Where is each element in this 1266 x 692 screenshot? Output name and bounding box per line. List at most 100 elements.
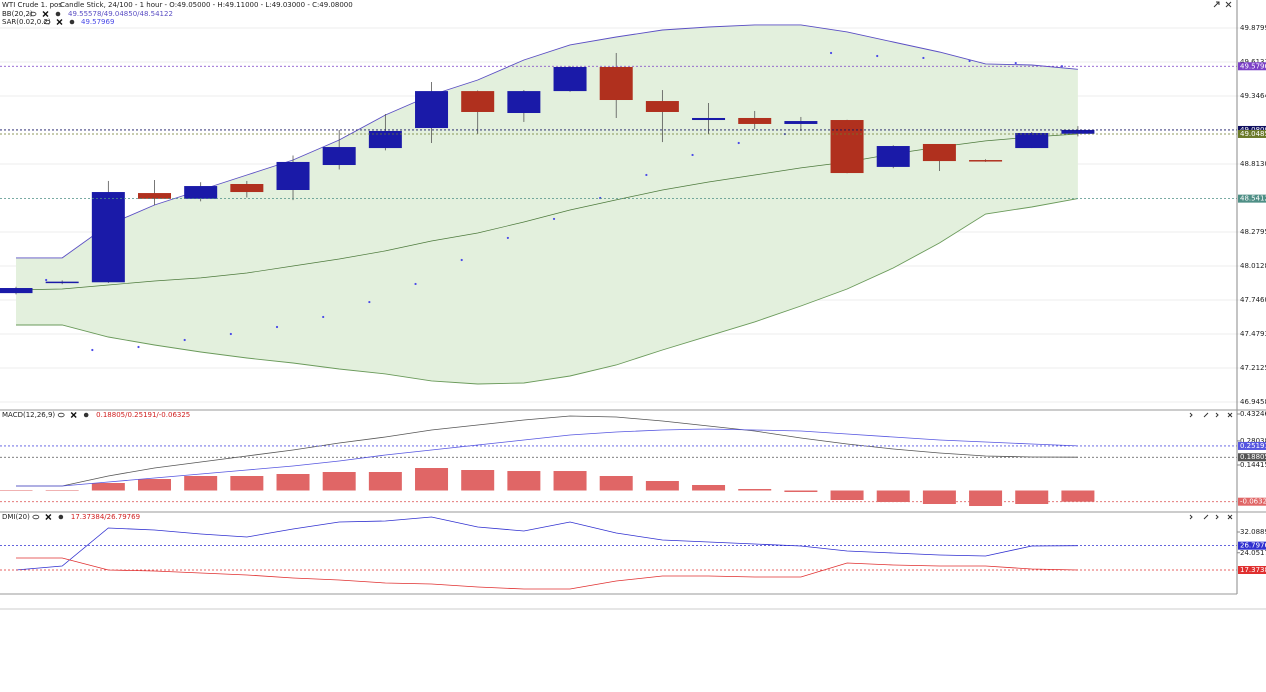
histogram-bar bbox=[553, 471, 587, 491]
plot-layer bbox=[0, 24, 1240, 590]
y-tick-label: 0.28038 bbox=[1240, 437, 1266, 445]
candle-body bbox=[599, 66, 633, 101]
visibility-icon[interactable] bbox=[43, 19, 51, 25]
sar-dot bbox=[691, 153, 694, 157]
settings-icon[interactable] bbox=[55, 11, 61, 17]
settings-icon[interactable] bbox=[83, 412, 89, 418]
candle-body bbox=[138, 193, 172, 199]
panel-buttons[interactable] bbox=[1189, 412, 1233, 418]
candle-body bbox=[507, 91, 541, 114]
candle-body bbox=[969, 160, 1003, 162]
sar-dot bbox=[737, 141, 740, 145]
candle-body bbox=[645, 101, 679, 112]
sar-dot bbox=[229, 332, 232, 336]
histogram-bar bbox=[784, 490, 818, 493]
last-value-badge bbox=[1238, 565, 1266, 574]
instrument-title: WTI Crude 1. pos bbox=[2, 1, 62, 9]
sar-dot bbox=[275, 325, 279, 329]
last-value-label: 49.04850 bbox=[1240, 130, 1266, 138]
indicator-line bbox=[16, 428, 1078, 487]
sar-dot bbox=[552, 217, 556, 221]
indicator-line bbox=[16, 557, 1078, 590]
last-value-label: 0.25191 bbox=[1240, 442, 1266, 450]
histogram-bar bbox=[45, 490, 79, 491]
visibility-icon[interactable] bbox=[57, 412, 65, 418]
sar-dot bbox=[968, 59, 971, 63]
histogram-bar bbox=[1061, 490, 1095, 502]
histogram-bar bbox=[415, 468, 449, 491]
histogram-bar bbox=[368, 472, 402, 491]
candle-body bbox=[230, 184, 264, 193]
window-buttons[interactable] bbox=[1213, 1, 1232, 8]
candle-body bbox=[692, 117, 726, 121]
histogram-bar bbox=[969, 490, 1003, 507]
band-lower bbox=[16, 198, 1078, 385]
indicator-readout: 49.57969 bbox=[81, 18, 114, 26]
last-value-label: 49.57969 bbox=[1240, 62, 1266, 70]
panel-buttons[interactable] bbox=[1189, 514, 1233, 520]
candle-body bbox=[91, 192, 125, 283]
last-value-badge bbox=[1238, 441, 1266, 450]
candle-body bbox=[276, 161, 310, 190]
indicator-name: DMI(20) bbox=[2, 513, 30, 521]
candle-body bbox=[922, 143, 956, 162]
histogram-bar bbox=[230, 476, 264, 491]
remove-icon[interactable] bbox=[70, 412, 77, 418]
sar-dot bbox=[922, 56, 925, 60]
last-value-label: 48.54122 bbox=[1240, 195, 1266, 203]
candle-body bbox=[368, 130, 402, 149]
y-tick-label: 47.74606 bbox=[1240, 296, 1266, 304]
histogram-bar bbox=[922, 490, 956, 505]
histogram-bar bbox=[138, 479, 172, 491]
histogram-bar bbox=[0, 490, 33, 491]
candle-body bbox=[784, 121, 818, 124]
y-tick-label: 47.47933 bbox=[1240, 330, 1266, 338]
remove-icon[interactable] bbox=[56, 19, 63, 25]
sar-dot bbox=[1014, 61, 1017, 65]
close-button[interactable] bbox=[1225, 1, 1232, 8]
y-tick-label: 49.34649 bbox=[1240, 92, 1266, 100]
maximize-button[interactable] bbox=[1213, 1, 1220, 8]
histogram-bar bbox=[599, 476, 633, 491]
sar-dot bbox=[829, 51, 833, 55]
sar-dot bbox=[645, 173, 648, 177]
sar-dot bbox=[460, 258, 463, 262]
candle-body bbox=[0, 288, 33, 294]
instrument-info: Candle Stick, 24/100 - 1 hour - O:49.050… bbox=[60, 1, 353, 9]
indicator-readout: 0.18805/0.25191/-0.06325 bbox=[96, 411, 190, 419]
last-value-badge bbox=[1238, 194, 1266, 203]
candle-body bbox=[45, 281, 79, 284]
histogram-bar bbox=[876, 490, 910, 503]
settings-icon[interactable] bbox=[69, 19, 75, 25]
histogram-bar bbox=[322, 472, 356, 491]
last-value-badge bbox=[1238, 453, 1266, 462]
last-value-badge bbox=[1238, 129, 1266, 138]
histogram-bar bbox=[184, 476, 218, 491]
visibility-icon[interactable] bbox=[32, 514, 40, 520]
histogram-bar bbox=[461, 470, 495, 491]
sar-dot bbox=[322, 315, 325, 319]
y-tick-label: 24.05172 bbox=[1240, 549, 1266, 557]
remove-icon[interactable] bbox=[42, 11, 49, 17]
band-area bbox=[16, 24, 1078, 385]
visibility-icon[interactable] bbox=[29, 11, 37, 17]
indicator-line bbox=[16, 415, 1078, 487]
indicator-name: SAR(0.02,0.2) bbox=[2, 18, 51, 26]
y-tick-label: 48.81302 bbox=[1240, 160, 1266, 168]
histogram-bar bbox=[276, 474, 310, 491]
y-tick-label: 32.08896 bbox=[1240, 528, 1266, 536]
candle-body bbox=[876, 146, 910, 167]
candle-body bbox=[184, 186, 218, 199]
candle-body bbox=[1061, 129, 1095, 134]
remove-icon[interactable] bbox=[45, 514, 52, 520]
sar-dot bbox=[876, 54, 879, 58]
last-value-badge bbox=[1238, 541, 1266, 550]
settings-icon[interactable] bbox=[58, 514, 64, 520]
indicator-name: BB(20,2) bbox=[2, 10, 33, 18]
last-value-badge bbox=[1238, 497, 1266, 506]
histogram-bar bbox=[507, 471, 541, 491]
last-value-badge bbox=[1238, 62, 1266, 71]
y-tick-label: 0.43246 bbox=[1240, 410, 1266, 418]
last-value-label: -0.06325 bbox=[1240, 498, 1266, 506]
